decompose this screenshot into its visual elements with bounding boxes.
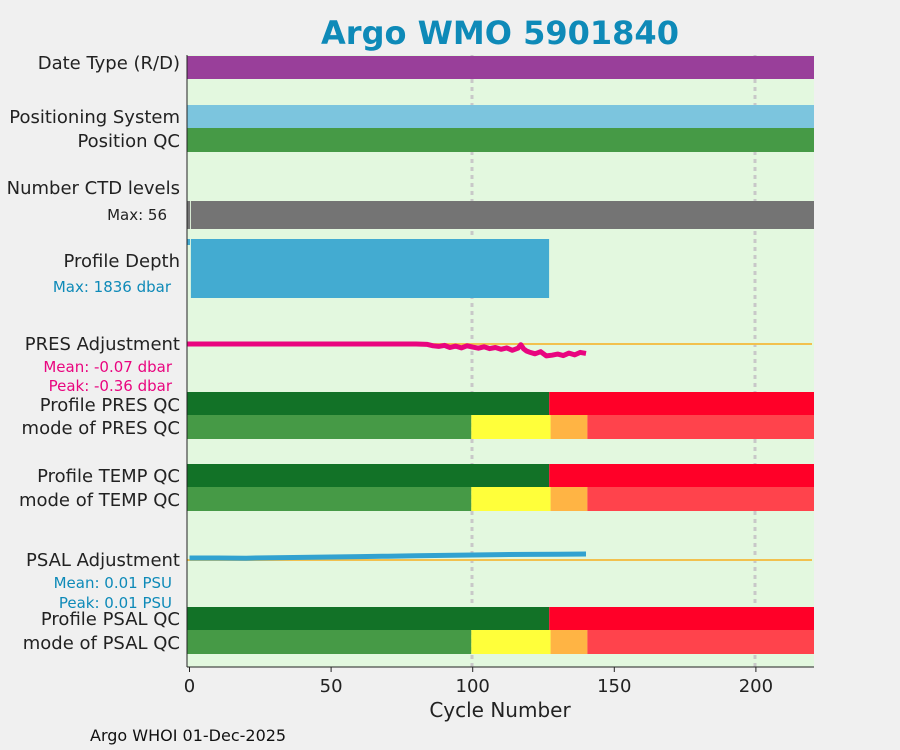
x-tick-label-50: 50 bbox=[320, 676, 343, 697]
x-axis-label: Cycle Number bbox=[429, 698, 571, 722]
ctd-levels-bar-0 bbox=[190, 201, 814, 229]
pres-adjustment-trace bbox=[186, 341, 587, 359]
gridlines bbox=[470, 55, 757, 667]
mode-pres-qc-bar-1 bbox=[471, 415, 551, 439]
label-pres-mean: Mean: -0.07 dbar bbox=[43, 358, 173, 376]
label-mode-psal-qc: mode of PSAL QC bbox=[23, 633, 180, 654]
psal-adjustment-trace bbox=[189, 551, 587, 561]
label-mode-temp-qc: mode of TEMP QC bbox=[19, 490, 180, 511]
label-positioning-system: Positioning System bbox=[9, 107, 180, 128]
row-bars bbox=[187, 56, 814, 654]
profile-psal-qc-bar-0 bbox=[187, 607, 550, 630]
depth-first-cycle-mark bbox=[187, 239, 190, 245]
mode-pres-qc-bar-0 bbox=[187, 415, 472, 439]
label-mode-pres-qc: mode of PRES QC bbox=[22, 418, 180, 439]
label-psal-adjustment: PSAL Adjustment bbox=[26, 550, 180, 571]
mode-psal-qc-bar-0 bbox=[187, 630, 472, 654]
x-axis-ticks: 0 50 100 150 200 bbox=[184, 667, 773, 697]
mode-temp-qc-bar-0 bbox=[187, 487, 472, 511]
label-depth-max: Max: 1836 dbar bbox=[53, 278, 172, 296]
profile-depth-bar-0 bbox=[190, 239, 550, 298]
mode-temp-qc-bar-2 bbox=[550, 487, 588, 511]
plot-area-background bbox=[187, 55, 814, 667]
label-ctd-max: Max: 56 bbox=[107, 206, 167, 224]
label-profile-pres-qc: Profile PRES QC bbox=[40, 395, 180, 416]
chart-title: Argo WMO 5901840 bbox=[321, 14, 679, 52]
profile-temp-qc-bar-1 bbox=[549, 464, 814, 487]
label-psal-mean: Mean: 0.01 PSU bbox=[54, 574, 172, 592]
mode-pres-qc-bar-2 bbox=[550, 415, 588, 439]
mode-psal-qc-bar-1 bbox=[471, 630, 551, 654]
mode-temp-qc-bar-3 bbox=[587, 487, 814, 511]
label-ctd-levels: Number CTD levels bbox=[7, 178, 180, 199]
mode-psal-qc-bar-2 bbox=[550, 630, 588, 654]
profile-pres-qc-bar-1 bbox=[549, 392, 814, 415]
label-position-qc: Position QC bbox=[77, 131, 180, 152]
mode-psal-qc-bar-3 bbox=[587, 630, 814, 654]
x-tick-label-200: 200 bbox=[739, 676, 773, 697]
label-pres-adjustment: PRES Adjustment bbox=[25, 334, 180, 355]
label-profile-depth: Profile Depth bbox=[63, 251, 180, 272]
positioning-system-bar-0 bbox=[187, 105, 814, 128]
label-psal-peak: Peak: 0.01 PSU bbox=[59, 594, 172, 612]
label-date-type: Date Type (R/D) bbox=[38, 53, 180, 74]
profile-temp-qc-bar-0 bbox=[187, 464, 550, 487]
position-qc-bar-0 bbox=[187, 128, 814, 152]
row-labels: Date Type (R/D) Positioning System Posit… bbox=[7, 53, 180, 654]
label-profile-temp-qc: Profile TEMP QC bbox=[37, 466, 180, 487]
x-tick-label-100: 100 bbox=[456, 676, 490, 697]
profile-psal-qc-bar-1 bbox=[549, 607, 814, 630]
profile-pres-qc-bar-0 bbox=[187, 392, 550, 415]
x-tick-label-150: 150 bbox=[597, 676, 631, 697]
footer-credit: Argo WHOI 01-Dec-2025 bbox=[90, 726, 286, 745]
ctd-first-cycle-mark bbox=[187, 201, 190, 229]
label-profile-psal-qc: Profile PSAL QC bbox=[41, 609, 180, 630]
mode-temp-qc-bar-1 bbox=[471, 487, 551, 511]
date-type-bar-0 bbox=[187, 56, 814, 79]
label-pres-peak: Peak: -0.36 dbar bbox=[49, 377, 173, 395]
mode-pres-qc-bar-3 bbox=[587, 415, 814, 439]
x-tick-label-0: 0 bbox=[184, 676, 195, 697]
